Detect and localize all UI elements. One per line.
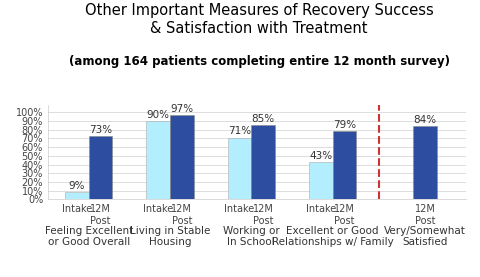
Text: 71%: 71% [228,127,251,137]
Text: Living in Stable
Housing: Living in Stable Housing [130,226,210,247]
Text: 79%: 79% [333,119,356,130]
Text: 43%: 43% [309,151,332,161]
Bar [333,130,356,199]
Text: 90%: 90% [146,110,169,120]
Text: Working or
In School: Working or In School [223,226,280,247]
Bar [65,192,89,199]
Bar [146,121,170,199]
Text: Feeling Excellent
or Good Overall: Feeling Excellent or Good Overall [45,226,133,247]
Bar [251,125,275,199]
Bar [309,162,333,199]
Text: Other Important Measures of Recovery Success
& Satisfaction with Treatment: Other Important Measures of Recovery Suc… [85,3,433,36]
Text: (among 164 patients completing entire 12 month survey): (among 164 patients completing entire 12… [69,55,450,68]
Bar [170,115,193,199]
Bar [413,126,437,199]
Text: Very/Somewhat
Satisfied: Very/Somewhat Satisfied [384,226,466,247]
Bar [228,137,251,199]
Text: 97%: 97% [170,104,193,114]
Text: 9%: 9% [69,181,85,191]
Text: 85%: 85% [252,114,275,124]
Text: 73%: 73% [89,125,112,135]
Text: 84%: 84% [413,115,436,125]
Text: Excellent or Good
Relationships w/ Family: Excellent or Good Relationships w/ Famil… [272,226,394,247]
Bar [89,136,112,199]
